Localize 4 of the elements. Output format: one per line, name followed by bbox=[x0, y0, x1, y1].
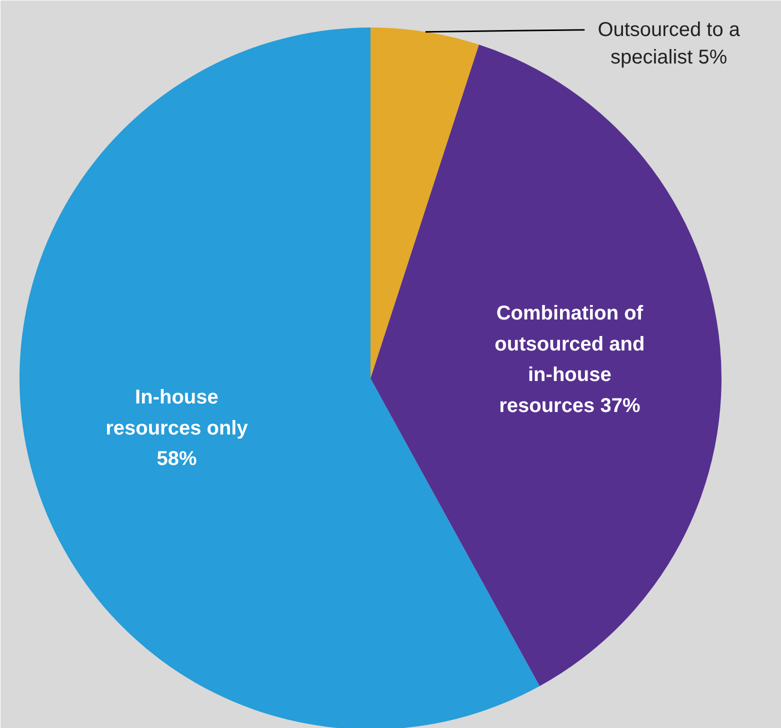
data-label: 58% bbox=[156, 448, 197, 470]
slice-label: In-house resources only bbox=[106, 386, 249, 440]
slice-label: Combination of outsourced and in-house resources 37% bbox=[494, 302, 645, 417]
slice-label: Outsourced to a specialist 5% bbox=[598, 19, 741, 69]
